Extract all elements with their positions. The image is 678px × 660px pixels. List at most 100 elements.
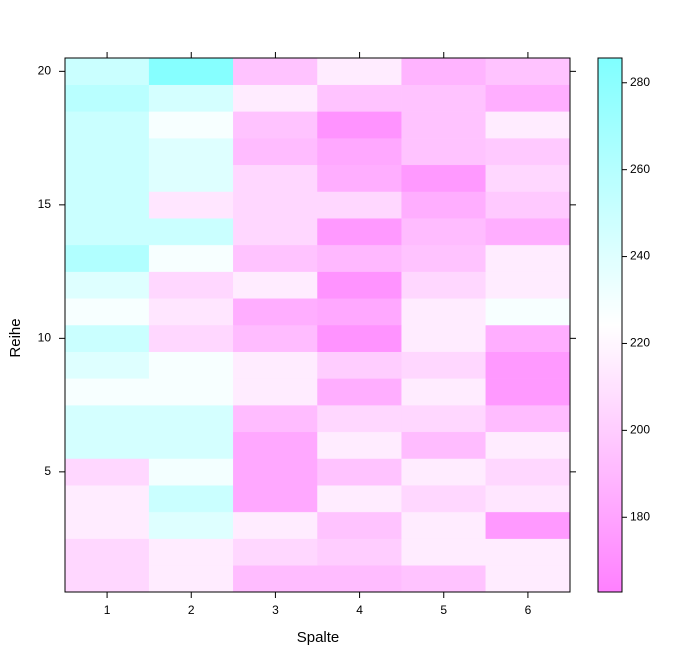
colorbar-band [598, 388, 622, 391]
colorbar-band [598, 252, 622, 255]
heatmap-cell [317, 298, 402, 326]
colorbar-band [598, 304, 622, 307]
colorbar-band [598, 132, 622, 135]
colorbar-band [598, 174, 622, 177]
colorbar-band [598, 264, 622, 267]
colorbar-band [598, 178, 622, 181]
heatmap-cell [485, 378, 571, 406]
heatmap-cell [64, 378, 150, 406]
colorbar-band [598, 302, 622, 305]
heatmap-cell [233, 565, 318, 593]
colorbar-band [598, 170, 622, 173]
colorbar-band [598, 202, 622, 205]
colorbar-band [598, 306, 622, 309]
colorbar-tick-label: 260 [630, 162, 650, 176]
colorbar-band [598, 110, 622, 113]
colorbar-tick-label: 280 [630, 75, 650, 89]
heatmap-cell [485, 404, 571, 433]
heatmap-cell [401, 351, 487, 379]
colorbar-band [598, 402, 622, 405]
colorbar-band [598, 340, 622, 343]
colorbar-band [598, 354, 622, 357]
heatmap-cell [233, 538, 318, 566]
heatmap-cell [64, 57, 150, 85]
heatmap-cell [317, 351, 402, 379]
heatmap-cell [64, 244, 150, 272]
colorbar-band [598, 534, 622, 537]
colorbar-band [598, 492, 622, 495]
colorbar-band [598, 188, 622, 191]
colorbar-band [598, 542, 622, 545]
heatmap-cell [401, 378, 487, 406]
heatmap-cell [64, 484, 150, 513]
heatmap-cell [317, 378, 402, 406]
colorbar-band [598, 140, 622, 143]
heatmap-cell [233, 191, 318, 219]
heatmap-cell [401, 137, 487, 166]
colorbar-tick-label: 200 [630, 423, 650, 437]
heatmap-cell [148, 244, 234, 272]
colorbar-band [598, 310, 622, 313]
heatmap-cell [148, 57, 234, 85]
colorbar-band [598, 300, 622, 303]
colorbar-band [598, 184, 622, 187]
colorbar-band [598, 532, 622, 535]
colorbar-band [598, 348, 622, 351]
x-tick-label: 6 [525, 603, 532, 617]
heatmap-cell [317, 244, 402, 272]
heatmap-cell [401, 164, 487, 192]
colorbar-band [598, 266, 622, 269]
colorbar-band [598, 260, 622, 263]
colorbar-band [598, 108, 622, 111]
colorbar-band [598, 438, 622, 441]
colorbar-band [598, 150, 622, 153]
heatmap-cell [317, 84, 402, 112]
colorbar-band [598, 128, 622, 131]
colorbar-band [598, 374, 622, 377]
colorbar-band [598, 272, 622, 275]
colorbar-band [598, 380, 622, 383]
colorbar-band [598, 258, 622, 261]
heatmap-cell [64, 431, 150, 459]
colorbar-band [598, 460, 622, 463]
colorbar-band [598, 102, 622, 105]
colorbar-band [598, 294, 622, 297]
colorbar-band [598, 146, 622, 149]
heatmap-cell [401, 511, 487, 539]
colorbar-band [598, 88, 622, 91]
colorbar-band [598, 268, 622, 271]
colorbar-band [598, 332, 622, 335]
colorbar-band [598, 236, 622, 239]
heatmap-cell [148, 484, 234, 513]
heatmap-cell [148, 324, 234, 352]
colorbar-band [598, 234, 622, 237]
colorbar-band [598, 58, 622, 61]
colorbar-band [598, 156, 622, 159]
heatmap-cell [485, 164, 571, 192]
heatmap-cell [148, 164, 234, 192]
colorbar-band [598, 378, 622, 381]
colorbar-band [598, 430, 622, 433]
colorbar-band [598, 526, 622, 529]
colorbar-band [598, 312, 622, 315]
colorbar-band [598, 576, 622, 579]
colorbar-band [598, 560, 622, 563]
colorbar-band [598, 274, 622, 277]
colorbar-band [598, 278, 622, 281]
colorbar-band [598, 390, 622, 393]
colorbar-band [598, 520, 622, 523]
colorbar-band [598, 406, 622, 409]
heatmap-cell [317, 137, 402, 166]
heatmap-cell [485, 111, 571, 139]
colorbar-band [598, 546, 622, 549]
colorbar-band [598, 180, 622, 183]
colorbar-band [598, 342, 622, 345]
colorbar-band [598, 198, 622, 201]
colorbar-band [598, 166, 622, 169]
heatmap-cell [233, 57, 318, 85]
heatmap-cell [401, 191, 487, 219]
heatmap-cell [148, 511, 234, 539]
colorbar-band [598, 578, 622, 581]
colorbar-band [598, 458, 622, 461]
